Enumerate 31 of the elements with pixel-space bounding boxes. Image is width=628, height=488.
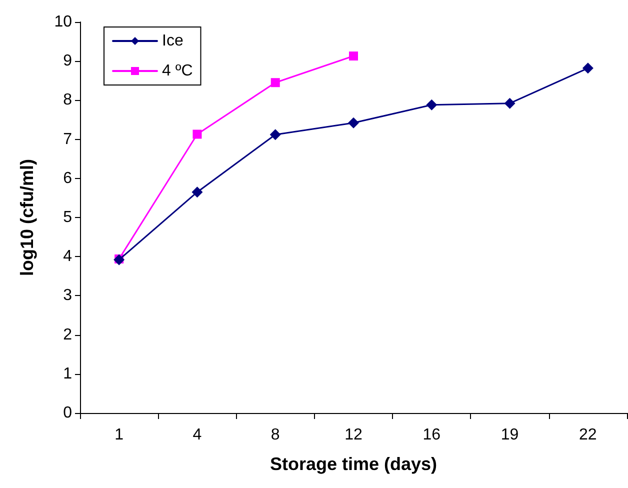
- legend-label: 4 ºC: [162, 62, 193, 80]
- point: [348, 117, 359, 128]
- y-axis-title: log10 (cfu/ml): [17, 158, 37, 276]
- x-tick-label: 4: [192, 426, 202, 444]
- point: [426, 99, 438, 110]
- point: [192, 130, 202, 139]
- x-tick-label: 8: [270, 426, 280, 444]
- x-axis-title: Storage time (days): [270, 454, 438, 474]
- x-tick-label: 22: [579, 426, 597, 444]
- y-tick-label: 8: [63, 92, 72, 109]
- y-tick-label: 7: [63, 130, 72, 148]
- y-tick-label: 1: [63, 365, 72, 382]
- x-tick-label: 12: [344, 426, 362, 444]
- x-tick-label: 16: [422, 426, 441, 444]
- point: [192, 186, 203, 198]
- point: [270, 129, 281, 140]
- y-tick-label: 4: [63, 248, 72, 266]
- y-tick-label: 9: [63, 52, 72, 70]
- legend-label: Ice: [162, 32, 184, 50]
- point: [270, 78, 280, 88]
- x-tick-label: 1: [114, 426, 124, 444]
- y-tick-label: 6: [63, 170, 72, 187]
- point: [582, 62, 594, 74]
- y-tick-label: 10: [54, 14, 72, 30]
- point: [349, 52, 358, 61]
- y-tick-label: 5: [63, 209, 72, 226]
- y-tick-label: 2: [63, 326, 72, 344]
- x-tick-label: 19: [500, 426, 519, 444]
- y-tick-label: 0: [63, 404, 72, 422]
- point: [504, 98, 516, 109]
- y-tick-label: 3: [63, 287, 72, 304]
